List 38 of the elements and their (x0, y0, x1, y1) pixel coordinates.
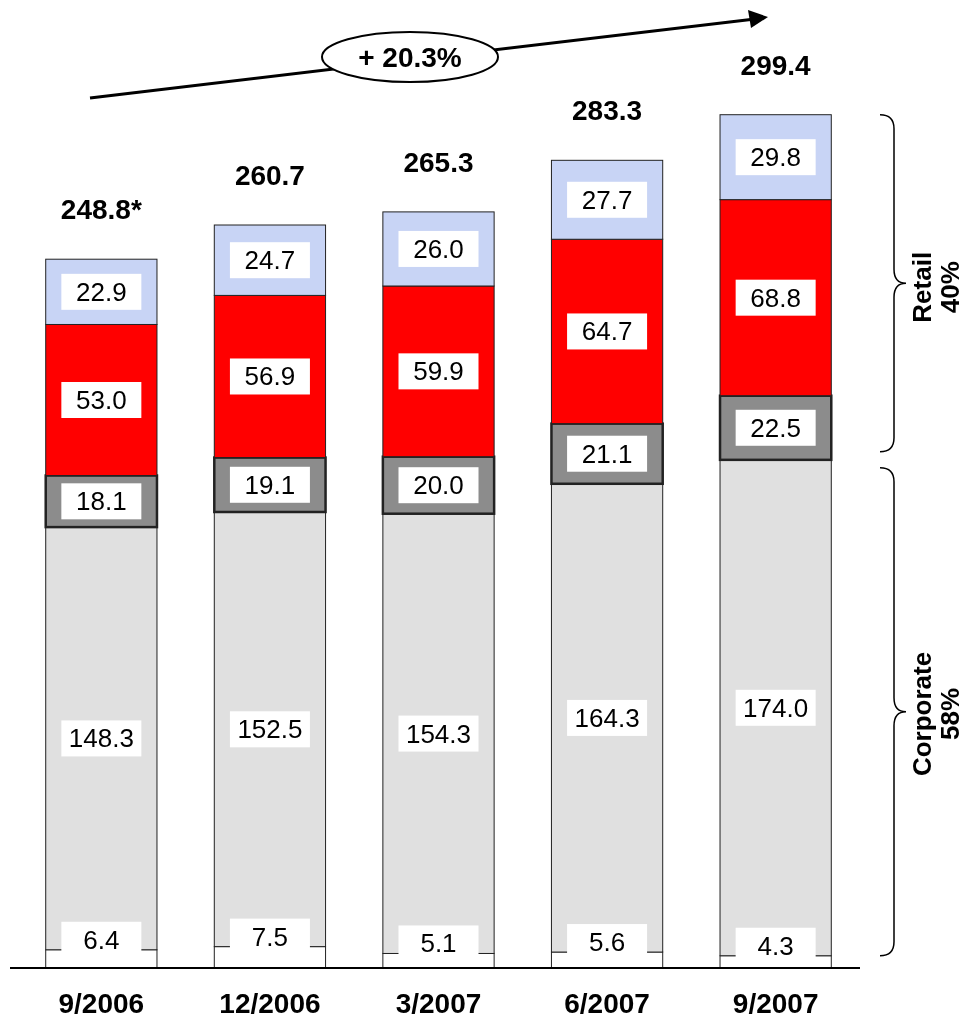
data-label: 5.6 (589, 927, 626, 958)
data-label: 19.1 (244, 469, 296, 500)
data-label: 148.3 (68, 723, 134, 754)
data-label: 56.9 (244, 361, 296, 392)
data-label: 26.0 (413, 233, 464, 264)
data-label: 18.1 (76, 486, 127, 517)
data-label: 152.5 (237, 714, 303, 745)
total-label: 260.7 (234, 160, 305, 192)
x-tick-label: 9/2006 (58, 988, 145, 1019)
x-tick-label: 12/2006 (219, 988, 321, 1019)
data-label: 174.0 (743, 692, 809, 723)
data-label: 68.8 (750, 282, 801, 313)
x-tick-label: 9/2007 (732, 988, 819, 1019)
text: Retail 40% (907, 251, 965, 323)
data-label: 6.4 (83, 924, 120, 955)
data-label: 22.9 (76, 276, 127, 307)
data-label: 4.3 (757, 930, 794, 961)
data-label: 64.7 (581, 316, 633, 347)
data-label: 20.0 (413, 470, 464, 501)
data-label: 7.5 (251, 921, 288, 952)
data-label: 24.7 (244, 245, 296, 276)
data-label: 53.0 (76, 384, 127, 415)
data-label: 154.3 (405, 718, 472, 749)
total-label: 283.3 (572, 95, 643, 127)
total-label: 299.4 (740, 49, 812, 81)
total-label: 265.3 (403, 146, 474, 178)
data-label: 29.8 (750, 142, 801, 173)
text: + 20.3% (358, 42, 462, 73)
text: Corporate 58% (907, 651, 965, 777)
data-label: 22.5 (750, 412, 801, 443)
x-tick-label: 3/2007 (395, 988, 482, 1019)
total-label: 248.8* (60, 194, 142, 226)
data-label: 59.9 (413, 356, 464, 387)
data-label: 21.1 (581, 438, 633, 469)
data-label: 164.3 (574, 702, 640, 733)
x-tick-label: 6/2007 (564, 988, 650, 1019)
data-label: 5.1 (420, 928, 457, 959)
data-label: 27.7 (581, 184, 633, 215)
